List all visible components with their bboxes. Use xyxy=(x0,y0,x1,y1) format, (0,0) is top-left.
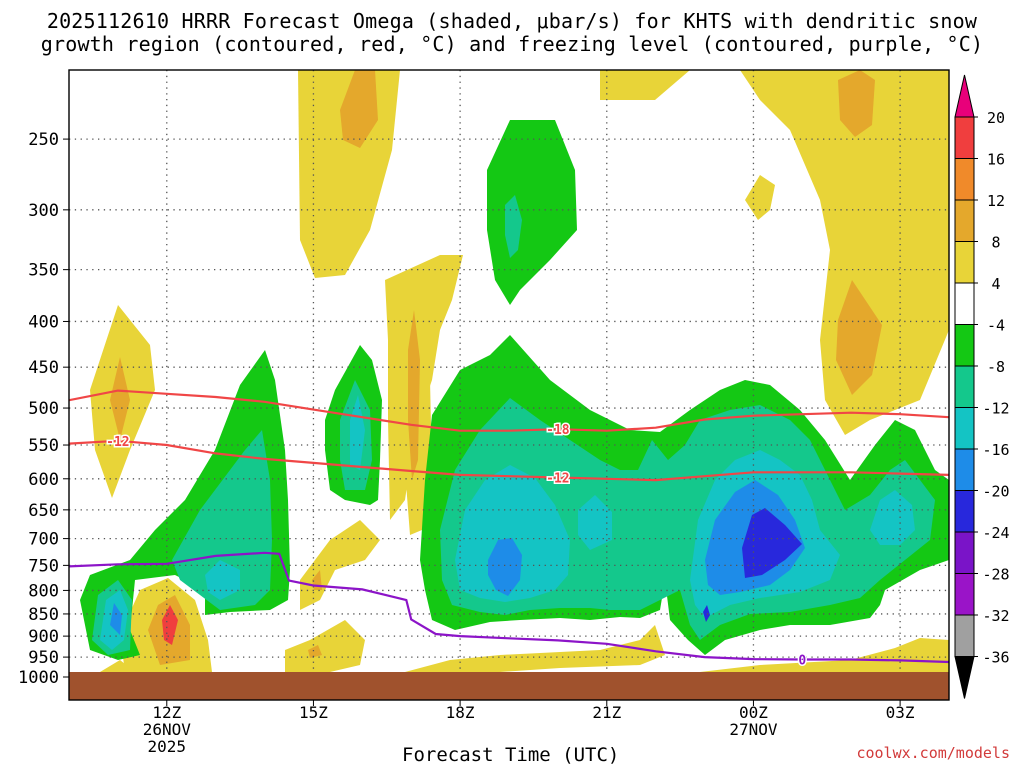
omega-region-darkblue xyxy=(742,508,802,578)
colorbar-label: -28 xyxy=(982,566,1009,584)
y-tick-label: 900 xyxy=(28,627,59,647)
omega-region-yellow xyxy=(300,520,380,610)
y-tick-label: 400 xyxy=(28,312,59,332)
chart-title-line-2: growth region (contoured, red, °C) and f… xyxy=(40,32,984,56)
plot-frame xyxy=(68,69,950,701)
colorbar-swatch xyxy=(954,116,975,159)
colorbar-swatch xyxy=(954,448,975,491)
x-tick-label: 21Z xyxy=(592,703,621,722)
y-tick-label: 1000 xyxy=(18,668,59,688)
y-tick-label: 600 xyxy=(28,470,59,490)
y-tick-label: 450 xyxy=(28,358,59,378)
colorbar-swatch xyxy=(954,241,975,284)
omega-region-yellow xyxy=(285,620,365,672)
x-axis-title: Forecast Time (UTC) xyxy=(402,744,620,766)
colorbar-label: -12 xyxy=(982,400,1009,418)
omega-region-cyan xyxy=(350,395,365,470)
chart-title-line-1: 2025112610 HRRR Forecast Omega (shaded, … xyxy=(46,9,978,33)
omega-region-cyan xyxy=(578,495,612,550)
omega-region-green xyxy=(487,120,577,305)
omega-region-red xyxy=(162,605,178,645)
colorbar-swatch xyxy=(954,614,975,657)
isotherm-label: -12 xyxy=(546,471,569,486)
omega-region-orange xyxy=(836,280,882,395)
x-tick-label: 12Z xyxy=(152,703,181,722)
colorbar-label: 4 xyxy=(991,275,1000,293)
colorbar-swatch xyxy=(954,531,975,574)
colorbar: 20 16 12 8 4 -4 -8 -12 -16 -20 -24 -28 -32 -36 xyxy=(954,74,1010,699)
omega-region-yellow xyxy=(100,660,135,672)
ground-surface xyxy=(69,672,949,700)
y-tick-label: 700 xyxy=(28,530,59,550)
omega-region-yellow xyxy=(600,70,690,100)
y-tick-label: 300 xyxy=(28,201,59,221)
omega-region-yellow xyxy=(405,625,665,672)
colorbar-swatch xyxy=(954,199,975,242)
y-tick-label: 750 xyxy=(28,556,59,576)
omega-region-orange xyxy=(408,310,420,480)
x-tick-label: 00Z xyxy=(739,703,768,722)
colorbar-swatch xyxy=(954,573,975,616)
colorbar-swatch xyxy=(954,490,975,533)
isotherm-line xyxy=(69,439,949,482)
omega-region-orange xyxy=(308,645,322,658)
colorbar-swatch xyxy=(954,158,975,201)
omega-region-darkblue xyxy=(703,605,710,622)
isotherm-line xyxy=(69,551,949,664)
colorbar-label: -20 xyxy=(982,483,1009,501)
omega-region-cyan xyxy=(205,560,240,600)
x-tick-date-label: 27NOV xyxy=(729,720,778,739)
colorbar-label: -8 xyxy=(987,358,1005,376)
omega-region-yellow xyxy=(740,70,949,435)
omega-region-cyan xyxy=(870,490,915,545)
y-tick-label: 550 xyxy=(28,436,59,456)
y-tick-label: 500 xyxy=(28,399,59,419)
y-tick-label: 850 xyxy=(28,605,59,625)
colorbar-swatch xyxy=(954,365,975,408)
omega-region-blue xyxy=(110,603,122,635)
x-tick-year-label: 2025 xyxy=(148,737,187,756)
y-tick-label: 250 xyxy=(28,130,59,150)
y-tick-label: 650 xyxy=(28,501,59,521)
y-axis: 2503003504004505005506006507007508008509… xyxy=(18,130,69,688)
colorbar-label: -24 xyxy=(982,524,1009,542)
omega-region-cyan xyxy=(455,465,570,602)
omega-region-yellow xyxy=(700,638,949,672)
isotherm-line xyxy=(69,389,949,432)
isotherm-label: -12 xyxy=(106,435,129,450)
omega-region-blue xyxy=(488,538,522,596)
colorbar-label: -16 xyxy=(982,441,1009,459)
omega-region-teal xyxy=(505,195,522,258)
omega-region-orange xyxy=(838,70,875,137)
isotherm-label: -18 xyxy=(546,423,570,438)
colorbar-swatch xyxy=(954,282,975,325)
colorbar-label: 20 xyxy=(987,109,1005,127)
omega-region-orange xyxy=(110,357,130,440)
x-tick-label: 18Z xyxy=(446,703,475,722)
y-tick-label: 950 xyxy=(28,648,59,668)
colorbar-swatch xyxy=(954,407,975,450)
colorbar-label: -36 xyxy=(982,649,1009,667)
x-tick-label: 15Z xyxy=(299,703,328,722)
colorbar-bottom-arrow xyxy=(954,656,975,699)
omega-region-orange xyxy=(340,70,378,148)
colorbar-label: 16 xyxy=(987,151,1005,169)
colorbar-label: 8 xyxy=(991,234,1000,252)
credit-link[interactable]: coolwx.com/models xyxy=(856,744,1010,762)
colorbar-label: -4 xyxy=(987,317,1005,335)
x-tick-label: 03Z xyxy=(886,703,915,722)
omega-region-yellow xyxy=(745,175,775,220)
colorbar-label: 12 xyxy=(987,192,1005,210)
y-tick-label: 800 xyxy=(28,581,59,601)
omega-shading xyxy=(80,70,949,672)
colorbar-label: -32 xyxy=(982,607,1009,625)
y-tick-label: 350 xyxy=(28,261,59,281)
x-tick-date-label: 26NOV xyxy=(143,720,192,739)
isotherm-label: 0 xyxy=(798,654,806,669)
colorbar-swatch xyxy=(954,324,975,367)
colorbar-top-arrow xyxy=(954,74,975,118)
